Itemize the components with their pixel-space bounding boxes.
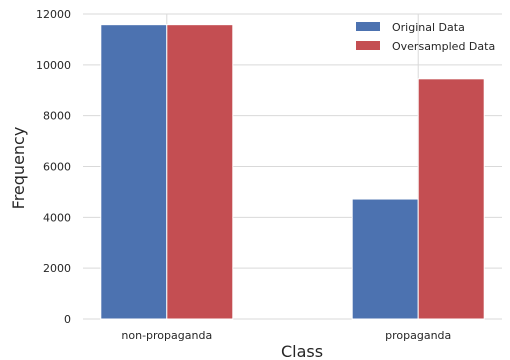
- x-axis-title: Class: [281, 342, 323, 360]
- y-tick-label: 2000: [43, 262, 71, 275]
- y-tick-label: 12000: [36, 8, 71, 21]
- x-tick-label: non-propaganda: [121, 329, 212, 342]
- legend-label: Oversampled Data: [392, 40, 495, 53]
- y-axis-ticks: 0 2000 4000 6000 8000 10000 12000: [36, 8, 71, 326]
- x-tick-label: propaganda: [385, 329, 451, 342]
- legend-swatch: [356, 22, 380, 31]
- legend-swatch: [356, 41, 380, 50]
- y-tick-label: 10000: [36, 59, 71, 72]
- y-axis-title: Frequency: [9, 127, 28, 210]
- bar-oversampled-data-propaganda: [417, 78, 485, 320]
- bar-original-data-propaganda: [351, 198, 419, 320]
- bars: [100, 24, 485, 320]
- y-tick-label: 8000: [43, 110, 71, 123]
- bar-original-data-non-propaganda: [100, 24, 168, 320]
- bar-oversampled-data-non-propaganda: [166, 24, 234, 320]
- y-tick-label: 0: [64, 313, 71, 326]
- y-tick-label: 4000: [43, 211, 71, 224]
- y-tick-label: 6000: [43, 161, 71, 174]
- x-axis-ticks: non-propaganda propaganda: [121, 329, 451, 342]
- legend-label: Original Data: [392, 21, 465, 34]
- legend: Original Data Oversampled Data: [356, 21, 495, 53]
